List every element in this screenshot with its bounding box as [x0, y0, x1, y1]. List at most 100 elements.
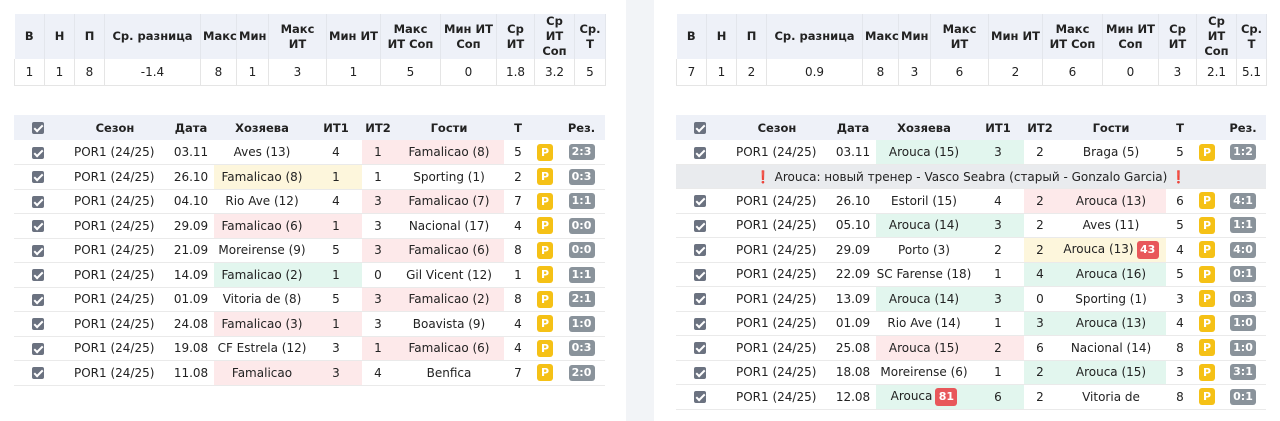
it1-cell: 3 [972, 286, 1024, 312]
table-row[interactable]: POR1 (24/25) 11.08 Famalicao 3 4 Benfica… [14, 360, 605, 386]
table-row[interactable]: POR1 (24/25) 05.10 Arouca (14) 3 2 Aves … [676, 213, 1266, 238]
it2-cell: 2 [1024, 140, 1056, 165]
it1-cell: 2 [972, 335, 1024, 361]
it2-cell: 2 [1024, 188, 1056, 214]
p-badge[interactable]: P [1199, 265, 1215, 283]
table-row[interactable]: POR1 (24/25) 14.09 Famalicao (2) 1 0 Gil… [14, 262, 605, 288]
stats-values-row: 7 1 2 0.9 8 3 6 2 6 0 3 2.1 5.1 [676, 59, 1267, 86]
p-badge[interactable]: P [537, 364, 553, 382]
season-cell: POR1 (24/25) [724, 262, 830, 287]
row-checkbox[interactable] [14, 311, 62, 337]
row-checkbox[interactable] [676, 262, 724, 287]
row-checkbox[interactable] [14, 287, 62, 312]
season-cell: POR1 (24/25) [62, 311, 168, 337]
season-cell: POR1 (24/25) [724, 213, 830, 238]
row-checkbox[interactable] [14, 164, 62, 190]
p-badge[interactable]: P [1199, 216, 1215, 234]
date-cell: 21.09 [168, 238, 214, 263]
table-row[interactable]: POR1 (24/25) 03.11 Arouca (15) 3 2 Braga… [676, 140, 1266, 165]
table-row[interactable]: POR1 (24/25) 18.08 Moreirense (6) 1 2 Ar… [676, 360, 1266, 385]
games-header-season: Сезон [724, 115, 830, 140]
table-row[interactable]: POR1 (24/25) 13.09 Arouca (14) 3 0 Sport… [676, 286, 1266, 312]
row-checkbox[interactable] [676, 286, 724, 312]
stats-header-max-it-opp: Макс ИТ Соп [380, 14, 441, 59]
home-team-cell: Arouca (15) [876, 335, 972, 361]
stats-value: 1 [14, 59, 45, 86]
table-row[interactable]: POR1 (24/25) 01.09 Vitoria de (8) 5 3 Fa… [14, 287, 605, 312]
p-badge[interactable]: P [1199, 143, 1215, 161]
p-badge[interactable]: P [537, 143, 553, 161]
row-checkbox[interactable] [14, 140, 62, 165]
stats-value: 1 [44, 59, 75, 86]
row-checkbox[interactable] [14, 189, 62, 214]
row-checkbox[interactable] [14, 360, 62, 386]
row-checkbox[interactable] [676, 140, 724, 165]
table-row[interactable]: POR1 (24/25) 29.09 Porto (3) 2 2 Arouca … [676, 237, 1266, 263]
date-cell: 04.10 [168, 189, 214, 214]
p-badge-cell: P [532, 287, 558, 312]
stats-header-max-it-opp: Макс ИТ Соп [1042, 14, 1103, 59]
table-row[interactable]: POR1 (24/25) 01.09 Rio Ave (14) 1 3 Arou… [676, 311, 1266, 336]
home-team-cell: Famalicao (2) [214, 262, 310, 288]
p-badge[interactable]: P [537, 241, 553, 259]
result-cell: 4:1 [1220, 188, 1266, 214]
row-checkbox[interactable] [676, 311, 724, 336]
table-row[interactable]: POR1 (24/25) 19.08 CF Estrela (12) 3 1 F… [14, 336, 605, 361]
table-row[interactable]: POR1 (24/25) 25.08 Arouca (15) 2 6 Nacio… [676, 335, 1266, 361]
p-badge[interactable]: P [537, 339, 553, 357]
table-row[interactable]: POR1 (24/25) 26.10 Estoril (15) 4 2 Arou… [676, 188, 1266, 214]
stats-value: 8 [74, 59, 105, 86]
row-checkbox[interactable] [14, 336, 62, 361]
p-badge[interactable]: P [1199, 192, 1215, 210]
stats-header-d: Н [706, 14, 737, 59]
p-badge[interactable]: P [537, 290, 553, 308]
row-checkbox[interactable] [676, 384, 724, 410]
stats-value: 2 [736, 59, 767, 86]
table-row[interactable]: POR1 (24/25) 22.09 SC Farense (18) 1 4 A… [676, 262, 1266, 287]
row-checkbox[interactable] [14, 213, 62, 239]
games-header-it1: ИТ1 [972, 115, 1024, 140]
p-badge[interactable]: P [1199, 314, 1215, 332]
row-checkbox[interactable] [676, 360, 724, 385]
p-badge[interactable]: P [537, 315, 553, 333]
table-row[interactable]: POR1 (24/25) 24.08 Famalicao (3) 1 3 Boa… [14, 311, 605, 337]
home-team-cell: Aves (13) [214, 140, 310, 165]
date-cell: 25.08 [830, 335, 876, 361]
table-row[interactable]: POR1 (24/25) 03.11 Aves (13) 4 1 Famalic… [14, 140, 605, 165]
coach-change-note-row: ❗ Arouca: новый тренер - Vasco Seabra (ст… [676, 164, 1266, 189]
result-cell: 1:1 [558, 189, 605, 214]
stats-value: 1.8 [496, 59, 535, 86]
score-badge: 1:0 [1230, 339, 1256, 356]
p-badge[interactable]: P [1199, 388, 1215, 406]
row-checkbox[interactable] [676, 213, 724, 238]
table-row[interactable]: POR1 (24/25) 26.10 Famalicao (8) 1 1 Spo… [14, 164, 605, 190]
row-checkbox[interactable] [676, 188, 724, 214]
select-all-checkbox[interactable] [14, 115, 62, 140]
p-badge[interactable]: P [537, 217, 553, 235]
p-badge[interactable]: P [1199, 363, 1215, 381]
table-row[interactable]: POR1 (24/25) 29.09 Famalicao (6) 1 3 Nac… [14, 213, 605, 239]
date-cell: 11.08 [168, 360, 214, 386]
date-cell: 19.08 [168, 336, 214, 361]
games-header-row: Сезон Дата Хозяева ИТ1 ИТ2 Гости Т Рез. [14, 115, 605, 140]
table-row[interactable]: POR1 (24/25) 04.10 Rio Ave (12) 4 3 Fama… [14, 189, 605, 214]
row-checkbox[interactable] [14, 262, 62, 288]
p-badge[interactable]: P [1199, 339, 1215, 357]
p-badge[interactable]: P [537, 192, 553, 210]
table-row[interactable]: POR1 (24/25) 12.08 Arouca 81 6 2 Vitoria … [676, 384, 1266, 410]
select-all-checkbox[interactable] [676, 115, 724, 140]
row-checkbox[interactable] [676, 335, 724, 361]
p-badge[interactable]: P [1199, 241, 1215, 259]
p-badge[interactable]: P [537, 168, 553, 186]
total-cell: 7 [504, 189, 532, 214]
table-row[interactable]: POR1 (24/25) 21.09 Moreirense (9) 5 3 Fa… [14, 238, 605, 263]
it1-cell: 5 [310, 238, 362, 263]
games-header-it1: ИТ1 [310, 115, 362, 140]
row-checkbox[interactable] [676, 237, 724, 263]
row-checkbox[interactable] [14, 238, 62, 263]
p-badge[interactable]: P [537, 266, 553, 284]
p-badge[interactable]: P [1199, 290, 1215, 308]
stats-header-min-it-opp: Мин ИТ Соп [1102, 14, 1159, 59]
home-team-cell: Moreirense (6) [876, 360, 972, 385]
total-cell: 4 [504, 311, 532, 337]
